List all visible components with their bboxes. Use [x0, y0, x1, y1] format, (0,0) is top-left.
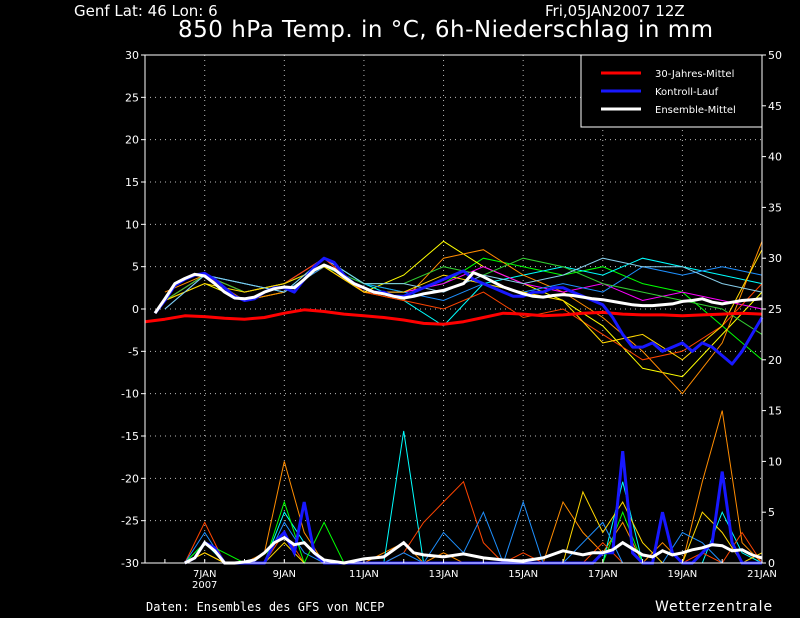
- right-axis-tick-label: 40: [768, 151, 782, 164]
- right-axis-tick-label: 35: [768, 201, 782, 214]
- right-axis-tick-label: 45: [768, 100, 782, 113]
- left-axis-tick-label: -15: [121, 430, 139, 443]
- location-label: Genf Lat: 46 Lon: 6: [74, 2, 218, 20]
- left-axis-tick-label: 20: [125, 134, 139, 147]
- left-axis-tick-label: -10: [121, 388, 139, 401]
- ensemble-members: [164, 240, 763, 565]
- x-axis-tick-label: 13JAN: [429, 569, 459, 580]
- ensemble-member-temp-line: [164, 240, 763, 378]
- left-axis-tick-label: 0: [132, 303, 139, 316]
- x-axis-tick-label: 17JAN: [588, 569, 618, 580]
- left-axis-tick-label: -20: [121, 472, 139, 485]
- x-axis-tick-label: 7JAN: [193, 569, 216, 580]
- left-axis-tick-label: -30: [121, 557, 139, 570]
- temp-ensemble-mean-line: [153, 263, 763, 315]
- plot-frame: [144, 54, 763, 564]
- right-axis-tick-label: 10: [768, 455, 782, 468]
- ensemble-member-precip-line: [184, 500, 762, 565]
- left-axis-tick-label: 10: [125, 218, 139, 231]
- legend: 30-Jahres-Mittel Kontroll-Lauf Ensemble-Mi…: [580, 54, 763, 128]
- right-axis-tick-label: 0: [768, 557, 775, 570]
- right-axis-tick-label: 25: [768, 303, 782, 316]
- precip-ensemble-mean-line: [184, 535, 763, 565]
- x-axis-tick-label: 11JAN: [349, 569, 379, 580]
- right-axis-tick-label: 15: [768, 405, 782, 418]
- left-axis-tick-label: -5: [128, 345, 139, 358]
- right-axis-tick-label: 5: [768, 506, 775, 519]
- right-axis-tick-label: 20: [768, 354, 782, 367]
- legend-label: Kontroll-Lauf: [655, 87, 719, 98]
- x-axis-tick-label: 15JAN: [508, 569, 538, 580]
- brand-label: Wetterzentrale: [655, 599, 774, 615]
- date-label: Fri,05JAN2007 12Z: [545, 2, 685, 20]
- chart-title: 850 hPa Temp. in °C, 6h-Niederschlag in …: [178, 17, 714, 43]
- x-axis-year-label: 2007: [192, 580, 217, 591]
- temp-climatology-line: [144, 308, 763, 326]
- ensemble-member-temp-line: [164, 241, 763, 395]
- left-axis-tick-label: 30: [125, 49, 139, 62]
- right-axis-tick-label: 30: [768, 252, 782, 265]
- legend-label: Ensemble-Mittel: [655, 105, 736, 116]
- left-axis-tick-label: -25: [121, 515, 139, 528]
- grid-lines: [145, 55, 763, 563]
- x-axis-tick-label: 21JAN: [747, 569, 777, 580]
- right-axis-tick-label: 50: [768, 49, 782, 62]
- left-axis-tick-label: 25: [125, 91, 139, 104]
- x-axis-tick-label: 19JAN: [667, 569, 697, 580]
- axes: 302520151050-5-10-15-20-25-3050454035302…: [121, 49, 782, 591]
- left-axis-tick-label: 15: [125, 176, 139, 189]
- data-source-label: Daten: Ensembles des GFS von NCEP: [146, 600, 385, 614]
- left-axis-tick-label: 5: [132, 261, 139, 274]
- legend-label: 30-Jahres-Mittel: [655, 69, 734, 80]
- x-axis-tick-label: 9JAN: [273, 569, 296, 580]
- temp-control-line: [153, 256, 764, 366]
- main-series: [144, 256, 764, 565]
